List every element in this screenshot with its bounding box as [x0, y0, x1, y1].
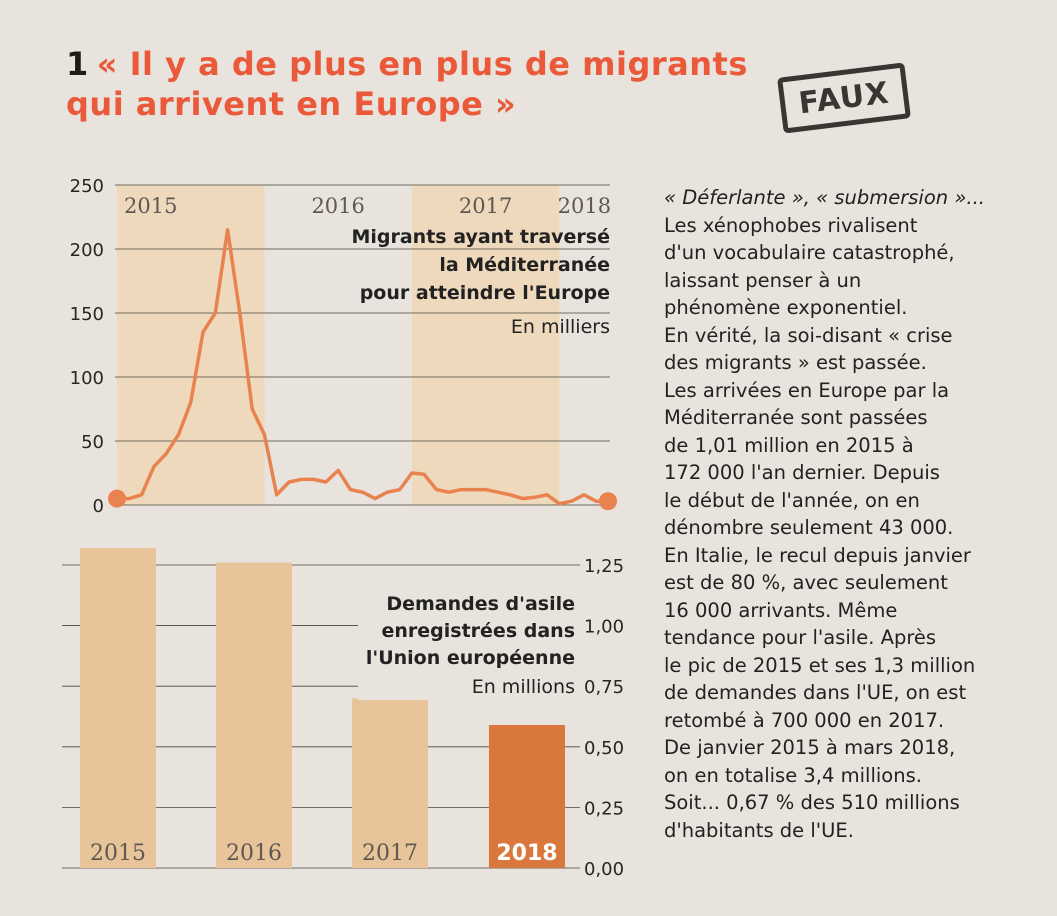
body-line: de 1,01 million en 2015 à [664, 433, 914, 457]
body-line: Soit... 0,67 % des 510 millions [664, 791, 960, 814]
body-line: dénombre seulement 43 000. [664, 516, 954, 539]
headline-number: 1 [66, 45, 89, 83]
body-line: d'un vocabulaire catastrophé, [664, 241, 955, 264]
bar-y-tick-label: 0,75 [584, 677, 624, 698]
bar-y-tick-label: 1,25 [584, 556, 624, 577]
bar-y-tick-label: 0,25 [584, 798, 624, 819]
bar [352, 698, 428, 868]
y-tick-label: 0 [93, 496, 104, 517]
y-tick-label: 150 [70, 304, 104, 325]
article-body: « Déferlante », « submersion »... Les xén… [664, 184, 1049, 844]
data-point-start [108, 489, 126, 508]
body-line: En vérité, la soi-disant « crise [664, 323, 953, 347]
body-line: Les arrivées en Europe par la [664, 378, 950, 402]
bar-chart-title: enregistrées dans [382, 620, 576, 642]
year-label: 2015 [124, 194, 177, 218]
body-line: 16 000 arrivants. Même [664, 598, 898, 622]
data-point-end [599, 492, 617, 511]
bar-chart-unit: En millions [472, 676, 575, 698]
line-chart-title: pour atteindre l'Europe [360, 282, 610, 304]
bar-chart-title: Demandes d'asile [386, 593, 575, 615]
headline-line-2: qui arrivent en Europe » [66, 85, 517, 123]
body-line: Les xénophobes rivalisent [664, 213, 918, 237]
bar-category-label: 2017 [362, 841, 418, 866]
body-line: phénomène exponentiel. [664, 296, 908, 319]
body-line: on en totalise 3,4 millions. [664, 763, 922, 787]
body-line: De janvier 2015 à mars 2018, [664, 736, 956, 759]
bar [216, 562, 292, 868]
body-line: de demandes dans l'UE, on est [664, 681, 967, 704]
bar-title-backing [358, 582, 580, 700]
body-line: le pic de 2015 et ses 1,3 million [664, 653, 976, 677]
line-chart-title: Migrants ayant traversé [351, 226, 610, 248]
body-line: laissant penser à un [664, 268, 862, 292]
body-line: En Italie, le recul depuis janvier [664, 543, 971, 567]
year-label: 2017 [459, 194, 512, 218]
year-band [411, 185, 560, 505]
charts: 0 50 100 150 200 250 2015 2016 2017 2018 Migrants … [62, 176, 624, 880]
body-line: le début de l'année, on en [664, 488, 920, 512]
year-label: 2018 [558, 194, 611, 218]
bar-chart-title: l'Union européenne [366, 647, 575, 669]
bar [80, 548, 156, 868]
line-chart-title: la Méditerranée [439, 254, 610, 276]
body-line: « Déferlante », « submersion »... [664, 186, 985, 209]
bar-y-tick-label: 0,50 [584, 738, 624, 759]
bar-y-tick-label: 1,00 [584, 617, 624, 638]
body-line: des migrants » est passée. [664, 351, 927, 374]
y-tick-label: 250 [70, 176, 104, 197]
bar-category-label: 2016 [226, 841, 282, 866]
faux-stamp: FAUX [777, 62, 911, 134]
body-line: d'habitants de l'UE. [664, 818, 854, 842]
y-tick-label: 200 [70, 240, 104, 261]
headline-line-1: « Il y a de plus en plus de migrants [96, 45, 748, 83]
year-band [117, 185, 265, 505]
y-tick-label: 50 [81, 432, 104, 453]
body-line: tendance pour l'asile. Après [664, 626, 937, 649]
bar [489, 724, 565, 868]
series-line [117, 228, 608, 506]
y-tick-label: 100 [70, 368, 104, 389]
bar-y-tick-label: 0,00 [584, 859, 624, 880]
body-line: 172 000 l'an dernier. Depuis [664, 461, 940, 484]
body-line: Méditerranée sont passées [664, 406, 928, 429]
headline: 1 « Il y a de plus en plus de migrants qu… [66, 44, 766, 124]
bar-category-label: 2018 [496, 841, 557, 866]
year-label: 2016 [311, 194, 364, 218]
body-line: retombé à 700 000 en 2017. [664, 708, 945, 732]
bar-category-label: 2015 [90, 841, 146, 866]
body-line: est de 80 %, avec seulement [664, 571, 948, 594]
line-chart-unit: En milliers [511, 316, 610, 338]
